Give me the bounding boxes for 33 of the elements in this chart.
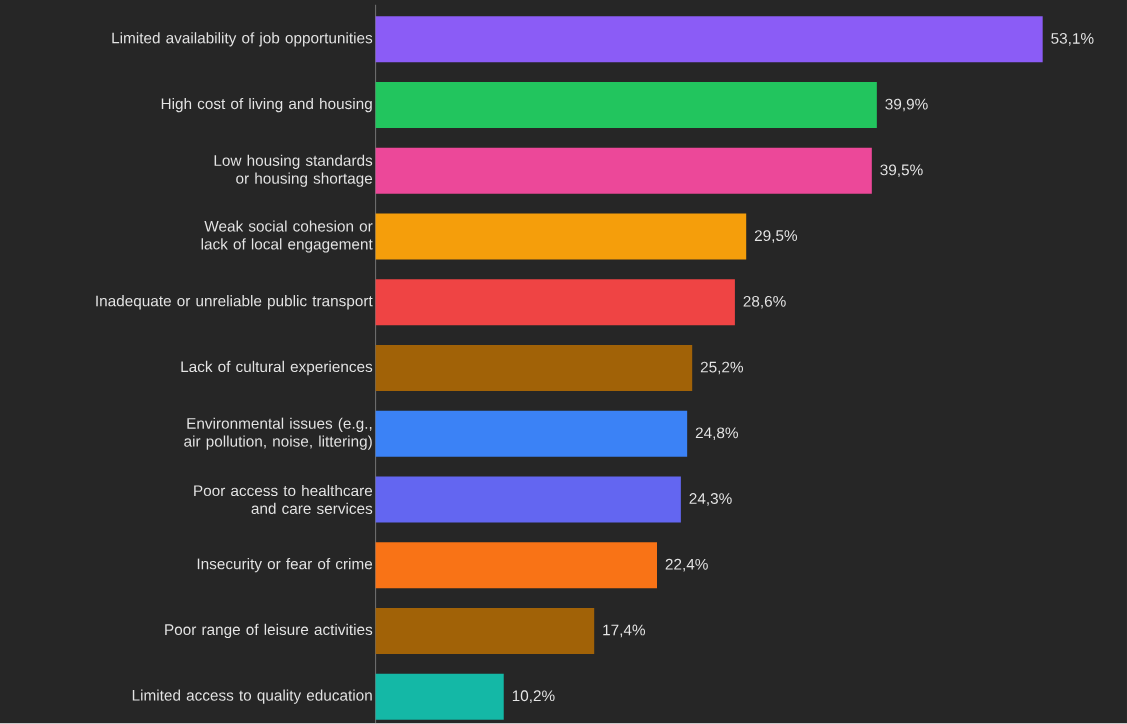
data-label: 17,4% — [603, 624, 646, 638]
data-label: 29,5% — [754, 230, 798, 244]
bar — [375, 147, 872, 194]
data-label: 39,5% — [880, 164, 923, 178]
bar — [375, 542, 658, 589]
y-tick-label: Weak social cohesion or lack of local engagement — [201, 220, 373, 253]
data-label: 10,2% — [512, 690, 555, 704]
bar — [375, 279, 735, 326]
bar — [375, 213, 747, 260]
y-tick-label: Poor access to healthcare and care services — [194, 485, 373, 515]
y-tick-label: Poor range of leisure activities — [165, 623, 373, 639]
bar — [375, 82, 877, 129]
data-label: 28,6% — [743, 296, 786, 309]
data-label: 24,3% — [689, 493, 732, 506]
bar — [375, 608, 595, 655]
y-tick-label: Inadequate or unreliable public transport — [96, 295, 373, 310]
data-label: 22,4% — [665, 559, 708, 572]
y-tick-label: Limited access to quality education — [132, 689, 372, 705]
bar — [375, 673, 504, 720]
y-tick-label: Low housing standards or housing shortage — [214, 154, 373, 188]
y-tick-label: Insecurity or fear of crime — [197, 558, 373, 573]
y-tick-label: Environmental issues (e.g., air pollution, noise, littering) — [184, 417, 372, 451]
data-label: 24,8% — [695, 427, 739, 441]
bar — [375, 476, 681, 523]
data-label: 53,1% — [1051, 33, 1094, 46]
data-label: 39,9% — [885, 98, 928, 112]
y-tick-label: Lack of cultural experiences — [181, 361, 373, 376]
y-tick-label: High cost of living and housing — [161, 98, 372, 113]
bar — [375, 16, 1043, 63]
data-label: 25,2% — [700, 361, 744, 375]
bar — [375, 345, 693, 392]
bar — [375, 410, 688, 457]
y-tick-label: Limited availability of job opportunities — [112, 32, 373, 47]
